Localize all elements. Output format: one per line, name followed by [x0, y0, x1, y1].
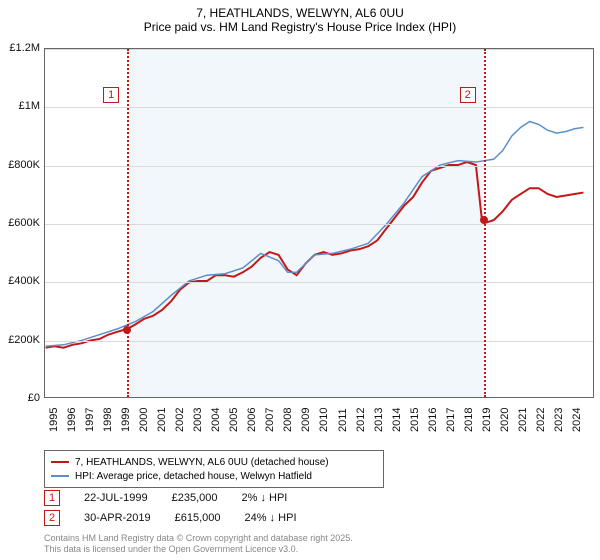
legend-row: 7, HEATHLANDS, WELWYN, AL6 0UU (detached…	[51, 455, 377, 469]
x-axis-tick-label: 2018	[463, 408, 475, 432]
chart-legend: 7, HEATHLANDS, WELWYN, AL6 0UU (detached…	[44, 450, 384, 488]
title-line-2: Price paid vs. HM Land Registry's House …	[0, 20, 600, 34]
x-axis-tick-label: 2016	[427, 408, 439, 432]
x-axis-tick-label: 2014	[391, 408, 403, 432]
title-line-1: 7, HEATHLANDS, WELWYN, AL6 0UU	[0, 6, 600, 20]
sale-diff: 2% ↓ HPI	[241, 492, 287, 504]
x-axis-tick-label: 2005	[228, 408, 240, 432]
x-axis-tick-label: 2022	[535, 408, 547, 432]
x-axis-tick-label: 1996	[66, 408, 78, 432]
x-axis-tick-label: 1995	[48, 408, 60, 432]
x-axis-tick-label: 2009	[300, 408, 312, 432]
y-axis-tick-label: £800K	[0, 159, 40, 171]
legend-label: 7, HEATHLANDS, WELWYN, AL6 0UU (detached…	[75, 457, 329, 468]
sale-marker-box: 2	[44, 510, 60, 526]
sale-diff: 24% ↓ HPI	[245, 512, 297, 524]
legend-row: HPI: Average price, detached house, Welw…	[51, 469, 377, 483]
x-axis-tick-label: 1999	[120, 408, 132, 432]
x-axis-tick-label: 1997	[84, 408, 96, 432]
y-axis-tick-label: £600K	[0, 217, 40, 229]
sale-date: 22-JUL-1999	[84, 492, 148, 504]
legend-swatch	[51, 461, 69, 463]
x-axis-tick-label: 2007	[264, 408, 276, 432]
x-axis-tick-label: 2015	[409, 408, 421, 432]
x-axis-tick-label: 2004	[210, 408, 222, 432]
x-axis-tick-label: 2023	[553, 408, 565, 432]
x-axis-tick-label: 1998	[102, 408, 114, 432]
footer-attribution: Contains HM Land Registry data © Crown c…	[44, 533, 353, 556]
sale-date: 30-APR-2019	[84, 512, 151, 524]
x-axis-tick-label: 2001	[156, 408, 168, 432]
x-axis-tick-label: 2020	[499, 408, 511, 432]
footer-line: This data is licensed under the Open Gov…	[44, 544, 353, 556]
sale-marker-box-chart: 2	[460, 87, 476, 103]
sale-marker-box: 1	[44, 490, 60, 506]
x-axis-tick-label: 2003	[192, 408, 204, 432]
x-axis-tick-label: 2002	[174, 408, 186, 432]
x-axis-tick-label: 2011	[337, 408, 349, 432]
x-axis-tick-label: 2021	[517, 408, 529, 432]
x-axis-tick-label: 2006	[246, 408, 258, 432]
x-axis-tick-label: 2000	[138, 408, 150, 432]
x-axis-tick-label: 2019	[481, 408, 493, 432]
chart-plot-area: 12	[44, 48, 594, 398]
x-axis-tick-label: 2013	[373, 408, 385, 432]
x-axis-tick-label: 2017	[445, 408, 457, 432]
chart-title: 7, HEATHLANDS, WELWYN, AL6 0UU Price pai…	[0, 0, 600, 38]
sale-price: £615,000	[175, 512, 221, 524]
x-axis-tick-label: 2010	[318, 408, 330, 432]
sale-row: 2 30-APR-2019 £615,000 24% ↓ HPI	[44, 510, 297, 526]
x-axis-tick-label: 2024	[571, 408, 583, 432]
legend-label: HPI: Average price, detached house, Welw…	[75, 471, 312, 482]
y-axis-tick-label: £0	[0, 392, 40, 404]
sale-row: 1 22-JUL-1999 £235,000 2% ↓ HPI	[44, 490, 287, 506]
y-axis-tick-label: £1.2M	[0, 42, 40, 54]
x-axis-tick-label: 2008	[282, 408, 294, 432]
x-axis-tick-label: 2012	[355, 408, 367, 432]
legend-swatch	[51, 475, 69, 477]
y-axis-tick-label: £200K	[0, 334, 40, 346]
y-axis-tick-label: £1M	[0, 100, 40, 112]
sale-marker-box-chart: 1	[103, 87, 119, 103]
y-axis-tick-label: £400K	[0, 275, 40, 287]
footer-line: Contains HM Land Registry data © Crown c…	[44, 533, 353, 545]
sale-price: £235,000	[172, 492, 218, 504]
